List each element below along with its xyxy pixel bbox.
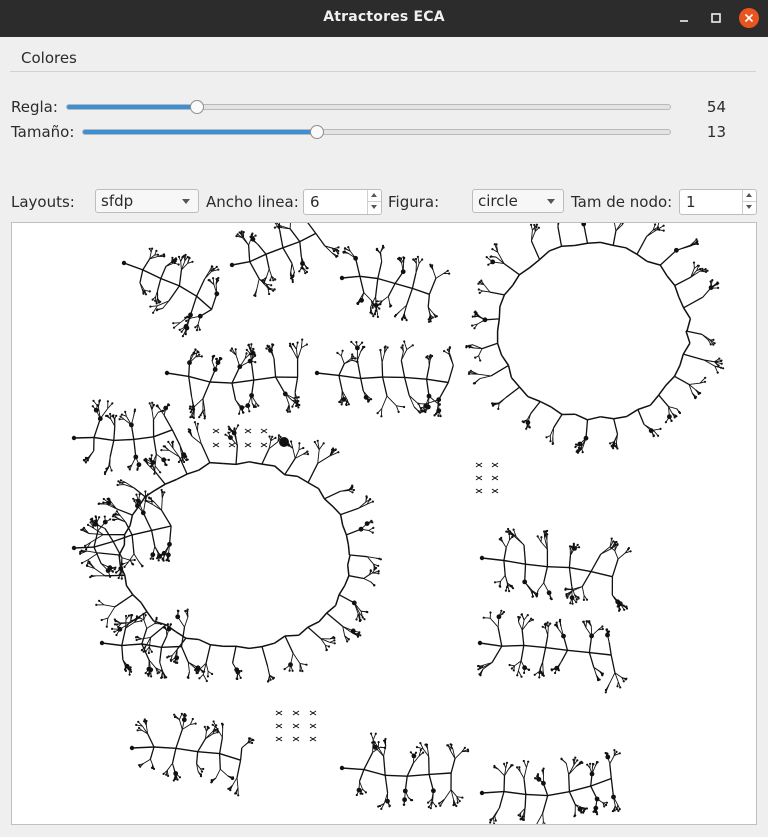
window-title: Atractores ECA [323,9,445,25]
figura-label: Figura: [388,193,440,211]
figura-combo-value: circle [478,192,518,210]
close-button[interactable] [739,8,759,28]
menu-bar: Colores [10,45,756,72]
minimize-button[interactable] [674,8,694,28]
regla-slider-fill [67,105,199,109]
tam-nodo-value: 1 [686,193,696,211]
ancho-linea-value: 6 [310,193,320,211]
chevron-down-icon [547,199,555,204]
tam-nodo-label: Tam de nodo: [571,193,673,211]
layouts-combo[interactable]: sfdp [95,189,199,213]
ancho-linea-label: Ancho linea: [206,193,299,211]
tamano-label: Tamaño: [11,123,75,141]
minimize-icon [680,20,688,22]
tamano-slider-fill [83,130,318,134]
maximize-button[interactable] [706,8,726,28]
close-icon [744,13,754,23]
menu-colores[interactable]: Colores [21,49,77,67]
maximize-icon [711,13,721,23]
spin-down-icon[interactable] [367,202,381,214]
title-bar: Atractores ECA [0,0,768,37]
figura-combo[interactable]: circle [472,189,564,213]
attractor-graph [71,223,725,824]
spin-down-icon[interactable] [742,202,756,214]
regla-label: Regla: [11,98,58,116]
spin-up-icon[interactable] [367,190,381,202]
tam-nodo-spinbox[interactable]: 1 [679,189,757,215]
regla-slider[interactable] [66,104,671,110]
chevron-down-icon [182,199,190,204]
layouts-label: Layouts: [11,193,75,211]
spin-up-icon[interactable] [742,190,756,202]
layouts-combo-value: sfdp [101,192,134,210]
graph-edges [71,223,725,824]
tamano-value: 13 [706,123,726,141]
ancho-linea-spinbox[interactable]: 6 [303,189,382,215]
tamano-slider[interactable] [82,129,671,135]
graph-canvas[interactable] [11,222,757,825]
regla-slider-handle[interactable] [190,100,205,114]
regla-value: 54 [706,98,726,116]
tamano-slider-handle[interactable] [309,125,324,139]
